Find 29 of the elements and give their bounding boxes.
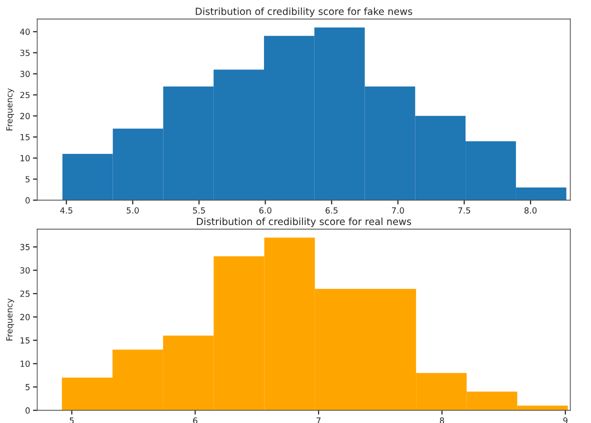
y-tick-label: 35 (20, 50, 30, 56)
y-axis-title: Frequency (6, 298, 14, 340)
y-tick-label: 35 (20, 244, 30, 250)
y-tick-label: 40 (20, 28, 30, 35)
y-tick-label: 10 (20, 155, 30, 162)
x-tick-label: 8.0 (524, 207, 537, 214)
y-tick-label: 15 (20, 134, 30, 140)
y-tick-label: 5 (26, 384, 30, 390)
x-tick-label: 5.5 (193, 207, 205, 214)
y-tick-label: 20 (20, 112, 30, 120)
x-tick-label: 5.0 (126, 207, 139, 214)
y-tick-label: 25 (20, 290, 30, 297)
chart-title: Distribution of credibility score for fake news (196, 7, 412, 17)
y-tick-label: 20 (20, 314, 30, 320)
y-tick-label: 0 (26, 407, 30, 414)
x-tick-label: 7.5 (458, 207, 470, 214)
x-tick-label: 4.5 (60, 207, 72, 214)
y-tick-label: 30 (20, 70, 30, 78)
x-tick-label: 6.0 (259, 207, 272, 214)
chart-title: Distribution of credibility score for real news (196, 218, 412, 228)
y-tick-label: 15 (20, 337, 30, 344)
y-axis-title: Frequency (6, 88, 14, 130)
y-tick-label: 25 (20, 92, 30, 98)
y-tick-label: 10 (20, 360, 30, 367)
y-tick-label: 5 (26, 176, 30, 182)
x-tick-label: 7.0 (392, 207, 404, 214)
y-tick-label: 30 (20, 267, 30, 274)
y-tick-label: 0 (26, 197, 30, 204)
x-tick-label: 6.5 (326, 207, 338, 214)
